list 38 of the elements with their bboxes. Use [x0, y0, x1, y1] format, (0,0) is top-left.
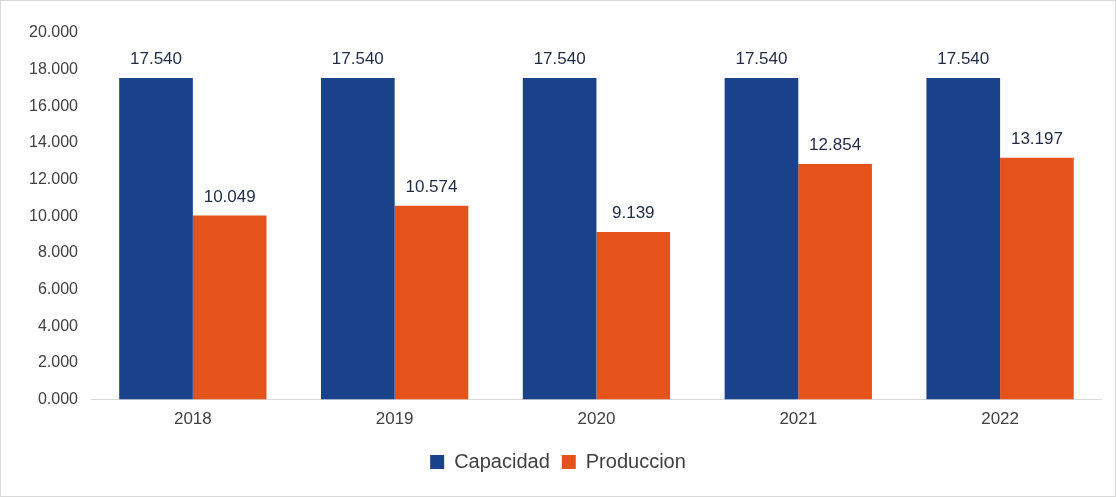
legend-label: Capacidad	[454, 449, 550, 472]
bar	[119, 78, 193, 400]
data-label: 17.540	[533, 49, 586, 69]
data-label: 17.540	[130, 49, 183, 69]
bar	[192, 215, 267, 400]
bar	[798, 163, 872, 400]
data-label: 10.049	[203, 186, 256, 206]
data-label: 9.139	[612, 203, 655, 223]
data-label: 13.197	[1010, 128, 1063, 148]
y-tick-label: 18.000	[29, 60, 79, 78]
y-tick-label: 2.000	[37, 353, 79, 371]
y-tick-label: 10.000	[29, 206, 79, 224]
x-tick-label: 2019	[375, 409, 414, 429]
y-tick-label: 6.000	[37, 280, 79, 298]
legend-label: Produccion	[585, 449, 686, 472]
y-tick-label: 12.000	[29, 170, 79, 188]
y-tick-label: 0.000	[37, 390, 79, 408]
y-tick-label: 20.000	[29, 23, 79, 41]
bar	[1000, 157, 1074, 400]
x-tick-label: 2022	[981, 409, 1020, 429]
bar	[321, 78, 395, 400]
bar	[596, 232, 671, 400]
y-tick-label: 8.000	[37, 243, 79, 261]
y-tick-label: 16.000	[29, 96, 79, 114]
data-label: 17.540	[331, 49, 384, 69]
bar	[394, 205, 469, 400]
bar	[724, 78, 799, 400]
data-label: 12.854	[809, 135, 862, 155]
y-tick-label: 4.000	[37, 316, 79, 334]
data-label: 10.574	[405, 176, 458, 196]
y-tick-label: 14.000	[29, 133, 79, 151]
bar	[926, 78, 1001, 400]
x-tick-label: 2018	[173, 409, 212, 429]
bar	[522, 78, 597, 400]
data-label: 17.540	[735, 49, 788, 69]
x-tick-label: 2021	[779, 409, 818, 429]
x-tick-label: 2020	[577, 409, 616, 429]
data-label: 17.540	[937, 49, 990, 69]
